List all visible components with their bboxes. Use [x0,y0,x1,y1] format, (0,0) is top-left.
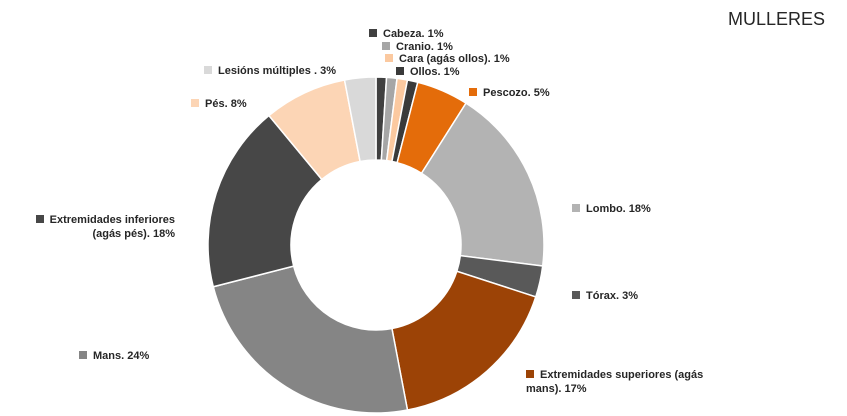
legend-swatch [79,351,87,359]
slice [212,265,409,414]
slice [420,102,545,267]
legend-swatch [369,29,377,37]
slice-label: Pescozo. 5% [469,86,550,100]
label-name: Extremidades superiores (agás mans). [526,369,704,395]
label-name: Cabeza. [383,28,425,40]
slice-label: Extremidades superiores (agás mans). 17% [526,368,706,396]
chart-title: MULLERES [728,9,826,29]
label-value: 5% [533,87,550,99]
label-name: Mans. [93,350,125,362]
slice-label: Cabeza. 1% [369,27,444,41]
label-name: Lesións múltiples . [218,65,318,77]
slice-label: Cara (agás ollos). 1% [385,52,510,66]
legend-swatch [35,215,44,223]
label-name: Extremidades inferiores (agás pés). [49,214,175,240]
label-value: 18% [152,228,175,240]
label-value: 18% [628,203,651,215]
slice [391,270,537,411]
label-value: 3% [622,290,638,302]
label-value: 1% [493,53,510,65]
legend-swatch [382,42,390,50]
slice-label: Extremidades inferiores (agás pés). 18% [15,213,175,241]
slice [343,76,377,163]
slice-label: Mans. 24% [79,349,149,363]
label-name: Ollos. [410,66,441,78]
legend-swatch [526,370,534,378]
label-name: Lombo. [586,203,626,215]
legend-swatch [469,88,477,96]
label-name: Pescozo. [483,87,531,99]
label-value: 24% [127,350,150,362]
legend-swatch [204,66,212,74]
slice [207,114,323,288]
label-value: 1% [436,41,453,53]
legend-swatch [385,54,393,62]
label-name: Pés. [205,98,228,110]
slice-label: Tórax. 3% [572,289,638,303]
slice-label: Lesións múltiples . 3% [204,64,336,78]
slice-label: Lombo. 18% [572,202,651,216]
slice-label: Ollos. 1% [396,65,460,79]
legend-swatch [572,204,580,212]
legend-swatch [572,291,580,299]
label-value: 1% [443,66,460,78]
label-value: 3% [320,65,336,77]
label-name: Cara (agás ollos). [399,53,491,65]
label-value: 1% [427,28,444,40]
slice-label: Cranio. 1% [382,40,453,54]
legend-swatch [191,99,199,107]
legend-swatch [396,67,404,75]
slice-label: Pés. 8% [191,97,247,111]
label-name: Tórax. [586,290,620,302]
label-value: 17% [564,383,587,395]
label-value: 8% [230,98,247,110]
label-name: Cranio. [396,41,434,53]
